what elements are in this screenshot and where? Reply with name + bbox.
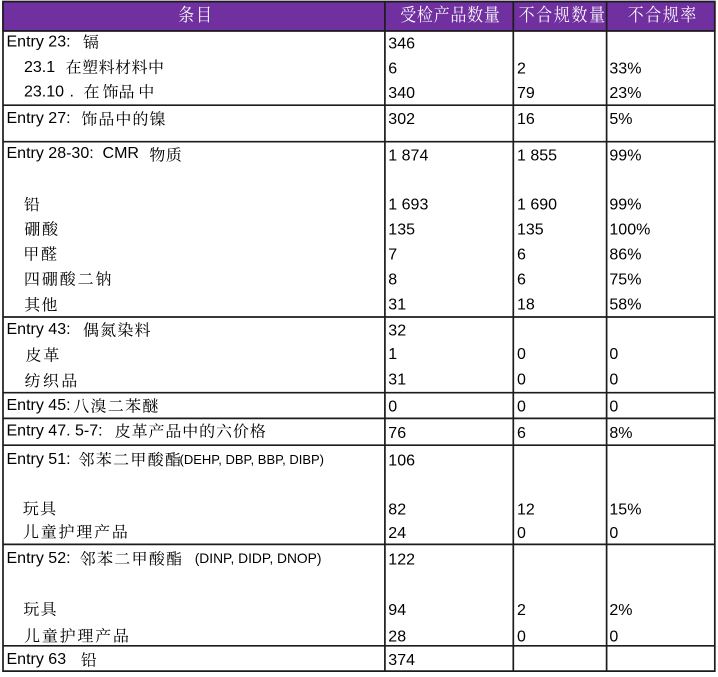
svg-text:0: 0 [517, 399, 526, 416]
svg-text:5%: 5% [609, 111, 632, 128]
svg-text:Entry 27:: Entry 27: [7, 110, 71, 127]
svg-text:75%: 75% [609, 271, 641, 288]
svg-text:99%: 99% [609, 197, 641, 214]
svg-text:0: 0 [517, 372, 526, 389]
svg-text:Entry 45:: Entry 45: [7, 397, 71, 414]
svg-text:23.1: 23.1 [24, 59, 55, 76]
svg-text:0: 0 [517, 629, 526, 646]
svg-text:33%: 33% [609, 60, 641, 77]
svg-text:7: 7 [388, 246, 397, 263]
svg-text:Entry 52:: Entry 52: [7, 550, 71, 567]
svg-text:0: 0 [517, 525, 526, 542]
svg-text:(DINP, DIDP, DNOP): (DINP, DIDP, DNOP) [195, 551, 322, 566]
svg-text:94: 94 [388, 602, 406, 619]
svg-text:0: 0 [609, 525, 618, 542]
svg-text:374: 374 [388, 652, 415, 669]
svg-text:100%: 100% [609, 222, 650, 239]
svg-text:1: 1 [388, 346, 397, 363]
svg-text:16: 16 [517, 111, 535, 128]
svg-text:302: 302 [388, 111, 415, 128]
svg-text:23%: 23% [609, 85, 641, 102]
svg-text:2: 2 [517, 602, 526, 619]
svg-text:0: 0 [609, 399, 618, 416]
svg-text:2: 2 [517, 60, 526, 77]
svg-text:82: 82 [388, 502, 406, 519]
svg-text:Entry 23:: Entry 23: [7, 34, 71, 51]
svg-text:1 874: 1 874 [388, 147, 428, 164]
svg-text:31: 31 [388, 296, 406, 313]
svg-text:6: 6 [388, 60, 397, 77]
svg-text:24: 24 [388, 525, 406, 542]
svg-text:31: 31 [388, 372, 406, 389]
svg-text:122: 122 [388, 552, 415, 569]
svg-text:6: 6 [517, 246, 526, 263]
svg-text:8: 8 [388, 271, 397, 288]
svg-text:0: 0 [609, 372, 618, 389]
svg-text:76: 76 [388, 425, 406, 442]
svg-text:Entry 43:: Entry 43: [7, 321, 71, 338]
svg-text:32: 32 [388, 323, 406, 340]
svg-text:1 855: 1 855 [517, 147, 557, 164]
svg-text:23.10: 23.10 [24, 84, 64, 101]
svg-text:.: . [70, 84, 74, 101]
svg-text:340: 340 [388, 85, 415, 102]
svg-text:99%: 99% [609, 147, 641, 164]
svg-text:6: 6 [517, 271, 526, 288]
svg-text:0: 0 [388, 399, 397, 416]
svg-text:Entry 63: Entry 63 [7, 651, 67, 668]
svg-text:86%: 86% [609, 246, 641, 263]
svg-text:0: 0 [517, 346, 526, 363]
svg-text:1 693: 1 693 [388, 197, 428, 214]
svg-text:Entry 47. 5-7:: Entry 47. 5-7: [7, 422, 103, 439]
svg-text:0: 0 [609, 346, 618, 363]
svg-text:346: 346 [388, 36, 415, 53]
svg-text:Entry 28-30: CMR: Entry 28-30: CMR [7, 145, 139, 162]
svg-text:79: 79 [517, 85, 535, 102]
svg-text:1 690: 1 690 [517, 197, 557, 214]
svg-text:8%: 8% [609, 425, 632, 442]
svg-text:135: 135 [517, 222, 544, 239]
svg-text:28: 28 [388, 629, 406, 646]
svg-text:135: 135 [388, 222, 415, 239]
svg-text:58%: 58% [609, 296, 641, 313]
svg-text:Entry 51:: Entry 51: [7, 451, 71, 468]
svg-text:106: 106 [388, 452, 415, 469]
svg-text:12: 12 [517, 502, 535, 519]
svg-text:2%: 2% [609, 602, 632, 619]
svg-text:18: 18 [517, 296, 535, 313]
svg-text:15%: 15% [609, 502, 641, 519]
svg-text:6: 6 [517, 425, 526, 442]
svg-text:0: 0 [609, 629, 618, 646]
svg-text:(DEHP, DBP, BBP, DIBP): (DEHP, DBP, BBP, DIBP) [180, 452, 325, 467]
